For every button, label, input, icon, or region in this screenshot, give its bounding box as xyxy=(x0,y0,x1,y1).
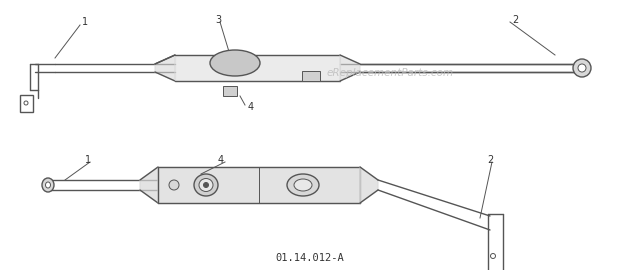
Bar xyxy=(223,86,237,96)
Text: 1: 1 xyxy=(85,155,91,165)
Ellipse shape xyxy=(199,178,213,191)
Polygon shape xyxy=(175,55,340,81)
Polygon shape xyxy=(155,55,175,81)
Ellipse shape xyxy=(490,254,495,258)
Polygon shape xyxy=(340,55,360,81)
Text: 4: 4 xyxy=(218,155,224,165)
Ellipse shape xyxy=(294,179,312,191)
Ellipse shape xyxy=(24,101,28,105)
Text: 2: 2 xyxy=(512,15,518,25)
Ellipse shape xyxy=(194,174,218,196)
Ellipse shape xyxy=(210,50,260,76)
Ellipse shape xyxy=(169,180,179,190)
Text: 01.14.012-A: 01.14.012-A xyxy=(276,253,344,263)
Ellipse shape xyxy=(45,182,50,188)
Polygon shape xyxy=(360,167,378,203)
Ellipse shape xyxy=(42,178,54,192)
Text: eReplacementParts.com: eReplacementParts.com xyxy=(327,68,454,78)
Ellipse shape xyxy=(203,183,208,187)
Bar xyxy=(302,71,320,81)
Bar xyxy=(20,95,33,112)
Text: 1: 1 xyxy=(82,17,88,27)
Ellipse shape xyxy=(578,64,586,72)
Polygon shape xyxy=(140,167,158,203)
Text: 3: 3 xyxy=(215,15,221,25)
Ellipse shape xyxy=(573,59,591,77)
Ellipse shape xyxy=(287,174,319,196)
Text: 4: 4 xyxy=(248,102,254,112)
Text: 2: 2 xyxy=(487,155,494,165)
Polygon shape xyxy=(158,167,360,203)
